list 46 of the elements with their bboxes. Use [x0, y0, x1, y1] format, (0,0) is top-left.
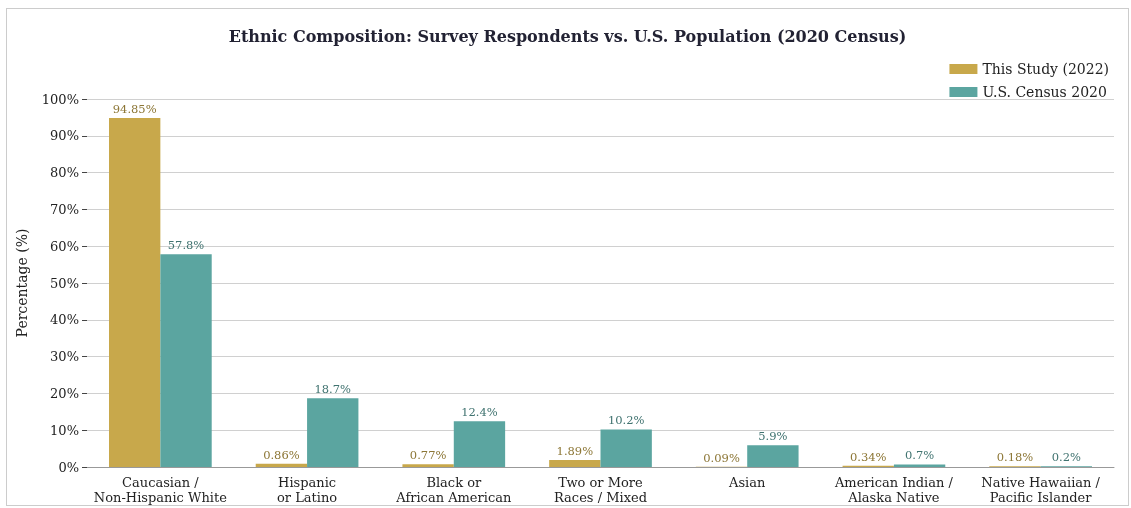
x-tick-label: Hispanic or Latino	[277, 475, 338, 505]
bar	[893, 464, 946, 467]
data-label: 1.89%	[556, 444, 594, 459]
y-tick-label: 20%	[50, 385, 79, 401]
data-label: 0.09%	[703, 450, 740, 465]
y-tick-label: 60%	[50, 238, 79, 254]
y-axis-title: Percentage (%)	[14, 228, 30, 338]
y-tick-label: 80%	[50, 165, 79, 181]
x-tick-label: Black or African American	[395, 475, 512, 505]
data-label: 0.18%	[996, 450, 1034, 465]
x-tick-label: Asian	[728, 475, 767, 490]
data-label: 10.2%	[607, 413, 645, 428]
bar	[600, 429, 652, 467]
bar	[549, 460, 601, 467]
y-tick-label: 90%	[50, 128, 79, 144]
chart-title: Ethnic Composition: Survey Respondents vs. U.S. Population (2020 Census)	[228, 26, 907, 46]
data-label: 0.2%	[1051, 450, 1081, 465]
x-tick-label: Caucasian / Non-Hispanic White	[93, 475, 228, 505]
y-tick-label: 100%	[41, 91, 79, 107]
y-tick-label: 10%	[50, 422, 79, 438]
y-tick-label: 30%	[50, 349, 79, 365]
data-label: 0.77%	[409, 448, 447, 463]
data-label: 5.9%	[758, 429, 788, 444]
data-label: 18.7%	[314, 382, 352, 397]
data-label: 57.8%	[167, 238, 205, 253]
data-label: 0.86%	[263, 447, 300, 462]
bar	[255, 463, 308, 467]
legend-label: U.S. Census 2020	[982, 84, 1107, 100]
bar	[402, 464, 454, 467]
data-label: 0.7%	[904, 448, 935, 463]
bar	[109, 117, 161, 467]
x-tick-label: American Indian / Alaska Native	[833, 475, 954, 505]
data-label: 94.85%	[112, 101, 157, 116]
bar	[160, 254, 212, 467]
y-tick-label: 0%	[58, 459, 79, 475]
y-tick-label: 50%	[50, 275, 79, 291]
bar	[453, 421, 506, 467]
x-tick-label: Native Hawaiian / Pacific Islander	[981, 475, 1101, 505]
bar	[307, 398, 359, 467]
bar	[747, 445, 799, 467]
data-label: 12.4%	[461, 405, 498, 420]
legend-label: This Study (2022)	[982, 61, 1109, 77]
y-tick-label: 70%	[50, 201, 79, 217]
y-tick-label: 40%	[50, 312, 79, 328]
data-label: 0.34%	[849, 449, 887, 464]
x-tick-label: Two or More Races / Mixed	[554, 475, 647, 505]
